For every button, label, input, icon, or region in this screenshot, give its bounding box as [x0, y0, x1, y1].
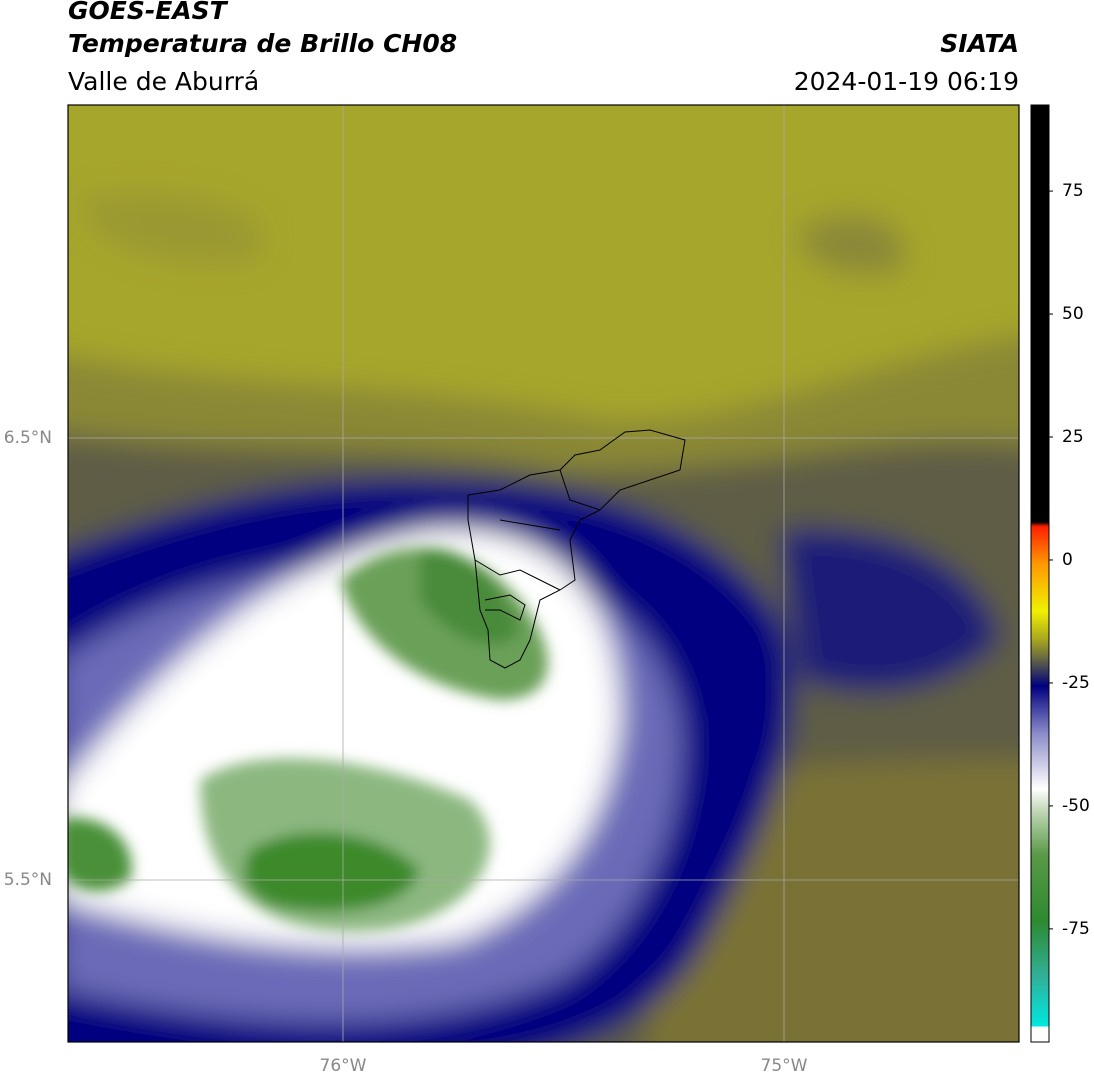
municipal-boundaries [467, 429, 686, 669]
y-tick-label: 6.5°N [4, 428, 52, 448]
x-tick-label: 76°W [320, 1056, 367, 1076]
region: Valle de Aburrá [68, 67, 259, 96]
title: GOES-EAST [68, 0, 229, 25]
map-frame [67, 104, 1020, 1043]
colorbar-tick-label: 50 [1062, 304, 1084, 324]
colorbar-tick-label: 25 [1062, 427, 1084, 447]
colorbar-tick-label: -75 [1062, 919, 1090, 939]
source: SIATA [940, 29, 1019, 58]
x-tick-label: 75°W [761, 1056, 808, 1076]
map-image [68, 105, 1019, 1042]
colorbar-tick-label: -50 [1062, 796, 1090, 816]
colorbar [1030, 104, 1050, 1043]
colorbar-tick-label: -25 [1062, 673, 1090, 693]
colorbar-tick-label: 0 [1062, 550, 1073, 570]
subtitle: Temperatura de Brillo CH08 [68, 29, 457, 58]
y-tick-label: 5.5°N [4, 870, 52, 890]
colorbar-tick-label: 75 [1062, 181, 1084, 201]
datetime: 2024-01-19 06:19 [794, 67, 1019, 96]
